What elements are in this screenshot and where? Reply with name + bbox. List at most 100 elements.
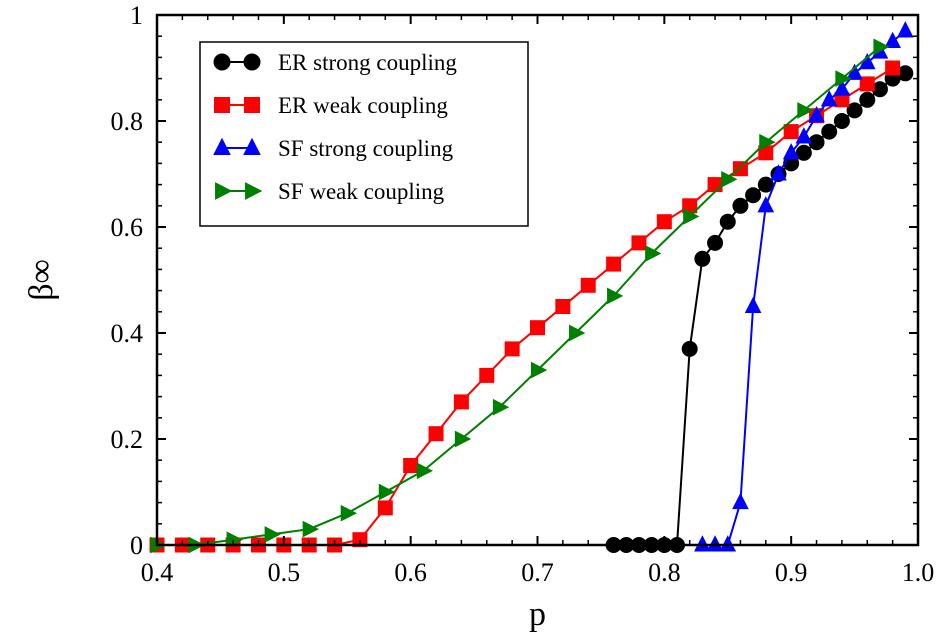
x-axis-label: p bbox=[529, 596, 546, 633]
legend-label-er-weak-coupling: ER weak coupling bbox=[278, 93, 448, 118]
data-point-sf-strong-coupling bbox=[820, 90, 838, 107]
legend-label-sf-weak-coupling: SF weak coupling bbox=[278, 179, 445, 204]
data-point-er-strong-coupling bbox=[846, 102, 863, 119]
data-point-sf-weak-coupling bbox=[645, 245, 662, 262]
data-point-er-weak-coupling bbox=[479, 367, 495, 383]
data-point-er-weak-coupling bbox=[428, 426, 444, 442]
legend-marker-er-weak-coupling bbox=[244, 97, 260, 113]
data-point-sf-strong-coupling bbox=[808, 105, 825, 123]
data-point-er-weak-coupling bbox=[885, 60, 901, 76]
data-point-sf-weak-coupling bbox=[759, 133, 776, 151]
data-point-sf-strong-coupling bbox=[732, 492, 749, 510]
data-point-sf-weak-coupling bbox=[530, 361, 548, 379]
data-point-sf-weak-coupling bbox=[454, 430, 472, 448]
data-point-er-strong-coupling bbox=[681, 340, 698, 357]
data-point-sf-weak-coupling bbox=[340, 504, 357, 522]
legend-marker-er-strong-coupling bbox=[213, 53, 231, 71]
data-point-er-weak-coupling bbox=[606, 256, 622, 272]
legend-marker-sf-weak-coupling bbox=[215, 182, 233, 200]
data-point-sf-strong-coupling bbox=[694, 535, 711, 552]
data-point-sf-weak-coupling bbox=[378, 483, 396, 501]
legend-label-sf-strong-coupling: SF strong coupling bbox=[278, 136, 454, 161]
data-point-sf-weak-coupling bbox=[264, 526, 281, 543]
y-tick-label: 1 bbox=[130, 1, 143, 30]
data-point-sf-strong-coupling bbox=[795, 127, 813, 144]
data-point-sf-weak-coupling bbox=[607, 287, 624, 305]
data-point-sf-strong-coupling bbox=[744, 296, 762, 314]
data-point-er-strong-coupling bbox=[821, 123, 838, 140]
data-point-er-weak-coupling bbox=[504, 341, 520, 357]
data-point-er-strong-coupling bbox=[745, 187, 762, 204]
data-point-er-weak-coupling bbox=[732, 161, 748, 177]
legend-box bbox=[199, 41, 529, 227]
plot-area bbox=[149, 21, 914, 554]
legend-marker-er-strong-coupling bbox=[243, 53, 261, 71]
data-point-er-weak-coupling bbox=[859, 76, 875, 92]
legend-marker-sf-strong-coupling bbox=[213, 137, 231, 155]
legend-marker-er-weak-coupling bbox=[214, 97, 230, 113]
data-point-sf-weak-coupling bbox=[797, 102, 814, 119]
data-point-er-strong-coupling bbox=[694, 250, 711, 267]
data-point-sf-weak-coupling bbox=[416, 462, 434, 480]
data-point-er-weak-coupling bbox=[783, 124, 799, 140]
data-point-er-strong-coupling bbox=[833, 113, 850, 129]
plot-frame bbox=[155, 13, 920, 547]
data-point-sf-weak-coupling bbox=[492, 398, 510, 416]
data-point-er-weak-coupling bbox=[352, 532, 368, 548]
data-point-sf-strong-coupling bbox=[770, 164, 787, 181]
data-point-sf-strong-coupling bbox=[782, 143, 800, 160]
legend-entry-er-weak-coupling: ER weak coupling bbox=[214, 93, 448, 118]
y-axis-label: β∞ bbox=[23, 259, 60, 301]
data-point-er-strong-coupling bbox=[707, 234, 724, 251]
data-point-sf-strong-coupling bbox=[896, 21, 914, 38]
data-point-sf-weak-coupling bbox=[683, 208, 700, 225]
data-point-sf-weak-coupling bbox=[835, 70, 852, 87]
x-tick-label: 0.7 bbox=[521, 558, 554, 587]
x-tick-label: 1.0 bbox=[902, 558, 935, 587]
series-sf-weak-coupling bbox=[150, 38, 890, 554]
data-point-er-weak-coupling bbox=[530, 320, 545, 336]
legend-label-er-strong-coupling: ER strong coupling bbox=[278, 50, 457, 75]
legend-marker-sf-strong-coupling bbox=[243, 137, 261, 155]
x-tick-label: 0.5 bbox=[268, 558, 301, 587]
data-point-sf-strong-coupling bbox=[833, 79, 851, 96]
legend: ER strong coupling ER weak coupling SF str… bbox=[199, 41, 529, 227]
x-tick-label: 0.4 bbox=[141, 558, 174, 587]
y-tick-label: 0.8 bbox=[111, 107, 144, 136]
x-tick-label: 0.6 bbox=[394, 558, 427, 587]
data-point-sf-strong-coupling bbox=[757, 196, 775, 213]
data-point-er-strong-coupling bbox=[719, 213, 736, 230]
legend-entry-er-strong-coupling: ER strong coupling bbox=[213, 50, 457, 75]
data-point-sf-weak-coupling bbox=[721, 170, 738, 188]
data-point-er-weak-coupling bbox=[555, 299, 571, 314]
y-tick-label: 0 bbox=[130, 531, 143, 560]
legend-marker-sf-weak-coupling bbox=[245, 182, 263, 200]
x-tick-label: 0.9 bbox=[775, 558, 808, 587]
series-er-strong-coupling bbox=[605, 65, 914, 553]
y-tick-label: 0.6 bbox=[111, 213, 144, 242]
legend-entry-sf-weak-coupling: SF weak coupling bbox=[215, 179, 445, 204]
data-point-er-weak-coupling bbox=[580, 277, 596, 293]
data-point-sf-strong-coupling bbox=[719, 535, 737, 552]
data-point-er-weak-coupling bbox=[707, 177, 723, 193]
legend-entry-sf-strong-coupling: SF strong coupling bbox=[213, 136, 454, 161]
data-point-er-weak-coupling bbox=[453, 394, 469, 410]
axes-ticks: 0.4 0.5 0.6 0.7 0.8 0.9 1.0 0 0.2 0.4 0.6 0.8 1 bbox=[111, 1, 935, 587]
data-point-er-weak-coupling bbox=[656, 214, 672, 230]
data-point-sf-weak-coupling bbox=[226, 531, 243, 549]
data-point-er-weak-coupling bbox=[631, 235, 647, 251]
data-point-sf-strong-coupling bbox=[884, 31, 901, 49]
x-tick-label: 0.8 bbox=[648, 558, 681, 587]
data-point-er-strong-coupling bbox=[732, 197, 749, 214]
data-point-er-strong-coupling bbox=[795, 144, 812, 161]
data-point-er-strong-coupling bbox=[859, 91, 876, 108]
data-point-er-weak-coupling bbox=[403, 458, 419, 473]
data-point-sf-weak-coupling bbox=[569, 324, 586, 342]
y-tick-label: 0.2 bbox=[111, 425, 144, 454]
data-point-sf-weak-coupling bbox=[873, 38, 890, 56]
series-sf-strong-coupling bbox=[694, 21, 914, 552]
data-point-sf-weak-coupling bbox=[302, 520, 319, 538]
y-tick-label: 0.4 bbox=[111, 319, 144, 348]
data-point-er-weak-coupling bbox=[377, 500, 393, 516]
